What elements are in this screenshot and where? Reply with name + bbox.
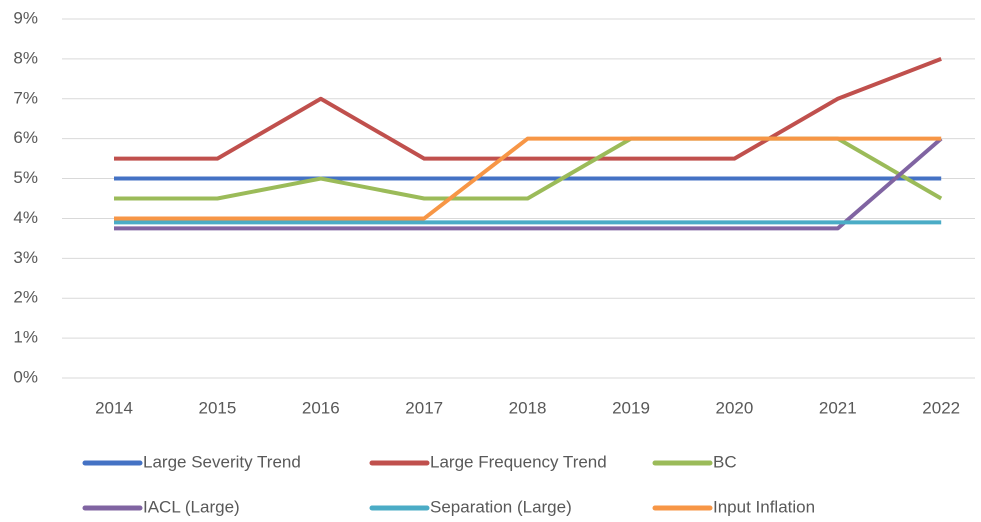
y-tick-label: 2% (13, 288, 38, 307)
series-line (114, 57, 942, 161)
x-tick-label: 2016 (302, 398, 340, 417)
x-tick-label: 2022 (922, 398, 960, 417)
legend-label: Separation (Large) (430, 497, 572, 516)
y-tick-label: 8% (13, 48, 38, 67)
x-tick-label: 2019 (612, 398, 650, 417)
legend-label: Large Frequency Trend (430, 452, 607, 471)
legend-label: Input Inflation (713, 497, 815, 516)
legend-label: BC (713, 452, 737, 471)
x-tick-label: 2015 (198, 398, 236, 417)
series-line (114, 137, 943, 231)
x-tick-label: 2017 (405, 398, 443, 417)
y-tick-label: 9% (13, 8, 38, 27)
y-tick-label: 5% (13, 168, 38, 187)
x-tick-label: 2018 (509, 398, 547, 417)
x-tick-label: 2021 (819, 398, 857, 417)
legend-label: Large Severity Trend (143, 452, 301, 471)
series-line (114, 136, 942, 221)
y-tick-label: 4% (13, 208, 38, 227)
x-tick-label: 2014 (95, 398, 133, 417)
legend-label: IACL (Large) (143, 497, 240, 516)
y-tick-label: 3% (13, 248, 38, 267)
y-tick-label: 1% (13, 328, 38, 347)
y-tick-label: 7% (13, 88, 38, 107)
x-tick-label: 2020 (715, 398, 753, 417)
y-tick-label: 6% (13, 128, 38, 147)
y-tick-label: 0% (13, 367, 38, 386)
